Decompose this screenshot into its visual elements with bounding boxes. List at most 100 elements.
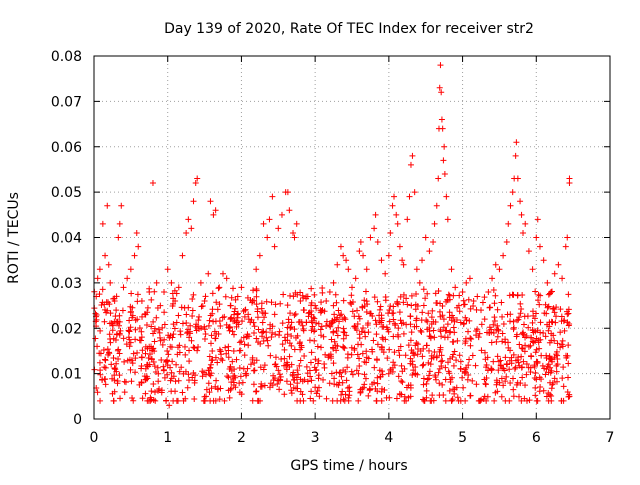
data-point-bg: [521, 313, 528, 320]
data-point-bg: [553, 304, 560, 311]
data-point: [337, 243, 344, 250]
data-point-bg: [111, 372, 118, 379]
data-point-bg: [157, 337, 164, 344]
data-point-bg: [268, 299, 275, 306]
data-point-bg: [561, 327, 568, 334]
data-points-layer: [91, 62, 573, 409]
data-point-bg: [404, 301, 411, 308]
data-point-bg: [465, 328, 472, 335]
data-point-bg: [373, 331, 380, 338]
data-point-bg: [175, 312, 182, 319]
data-point-bg: [257, 364, 264, 371]
data-point-bg: [519, 330, 526, 337]
data-point-bg: [341, 345, 348, 352]
data-point-bg: [437, 344, 444, 351]
data-point-bg: [565, 342, 572, 349]
data-point-bg: [286, 353, 293, 360]
data-point-bg: [267, 352, 274, 359]
data-point-bg: [310, 314, 317, 321]
data-point-bg: [210, 318, 217, 325]
data-point-bg: [151, 288, 158, 295]
data-point-bg: [179, 389, 186, 396]
data-point-bg: [461, 301, 468, 308]
data-point-bg: [425, 310, 432, 317]
data-point-bg: [378, 312, 385, 319]
data-point-bg: [213, 377, 220, 384]
data-point-bg: [270, 372, 277, 379]
data-point-bg: [554, 340, 561, 347]
data-point-bg: [288, 342, 295, 349]
data-point: [564, 234, 571, 241]
data-point-bg: [274, 381, 281, 388]
data-point-bg: [164, 347, 171, 354]
data-point-bg: [321, 364, 328, 371]
data-point-bg: [184, 384, 191, 391]
data-point-bg: [228, 367, 235, 374]
data-point-bg: [153, 314, 160, 321]
data-point-bg: [202, 330, 209, 337]
data-point-bg: [353, 367, 360, 374]
data-point-bg: [129, 360, 136, 367]
data-point-bg: [125, 327, 132, 334]
data-point-bg: [193, 327, 200, 334]
data-point-bg: [348, 351, 355, 358]
data-point-bg: [545, 397, 552, 404]
data-point-bg: [279, 341, 286, 348]
data-point-bg: [500, 365, 507, 372]
data-point-bg: [513, 381, 520, 388]
data-point-bg: [183, 311, 190, 318]
data-point-bg: [553, 368, 560, 375]
data-point-bg: [487, 304, 494, 311]
data-point-bg: [401, 397, 408, 404]
data-point-bg: [108, 361, 115, 368]
data-point: [334, 261, 341, 268]
data-point-bg: [101, 376, 108, 383]
data-point-bg: [308, 388, 315, 395]
data-point-bg: [180, 370, 187, 377]
data-point-bg: [560, 364, 567, 371]
data-point-bg: [397, 343, 404, 350]
data-point: [127, 266, 134, 273]
data-point-bg: [414, 351, 421, 358]
data-point-bg: [430, 327, 437, 334]
data-point-bg: [301, 352, 308, 359]
data-point-bg: [144, 304, 151, 311]
data-point: [478, 307, 484, 314]
data-point-bg: [228, 294, 235, 301]
data-point-bg: [374, 374, 381, 381]
data-point-bg: [186, 347, 193, 354]
data-point-bg: [520, 329, 527, 336]
data-point-bg: [265, 342, 272, 349]
data-point-bg: [519, 345, 526, 352]
data-point-bg: [96, 291, 103, 298]
data-point-bg: [340, 344, 347, 351]
data-point-bg: [364, 301, 371, 308]
data-point-bg: [310, 397, 317, 404]
data-point-bg: [271, 361, 278, 368]
data-point-bg: [376, 306, 383, 313]
data-point-bg: [250, 319, 257, 326]
data-point-bg: [245, 311, 252, 318]
data-point-bg: [125, 334, 132, 341]
data-point-bg: [230, 348, 237, 355]
data-point-bg: [116, 312, 123, 319]
data-point-bg: [121, 389, 128, 396]
data-point-bg: [498, 393, 505, 400]
data-point-bg: [320, 333, 327, 340]
data-point: [284, 189, 291, 196]
data-point-bg: [213, 299, 220, 306]
data-point-bg: [160, 366, 167, 373]
data-point-bg: [492, 292, 499, 299]
data-point: [207, 198, 214, 205]
data-point-bg: [186, 334, 193, 341]
data-point-bg: [263, 329, 270, 336]
data-point: [223, 275, 230, 282]
data-point: [367, 234, 374, 241]
data-point-bg: [318, 332, 325, 339]
data-point-bg: [535, 297, 542, 304]
data-point-bg: [391, 320, 398, 327]
data-point-bg: [224, 373, 231, 380]
data-point-bg: [114, 378, 121, 385]
data-point: [393, 211, 400, 218]
